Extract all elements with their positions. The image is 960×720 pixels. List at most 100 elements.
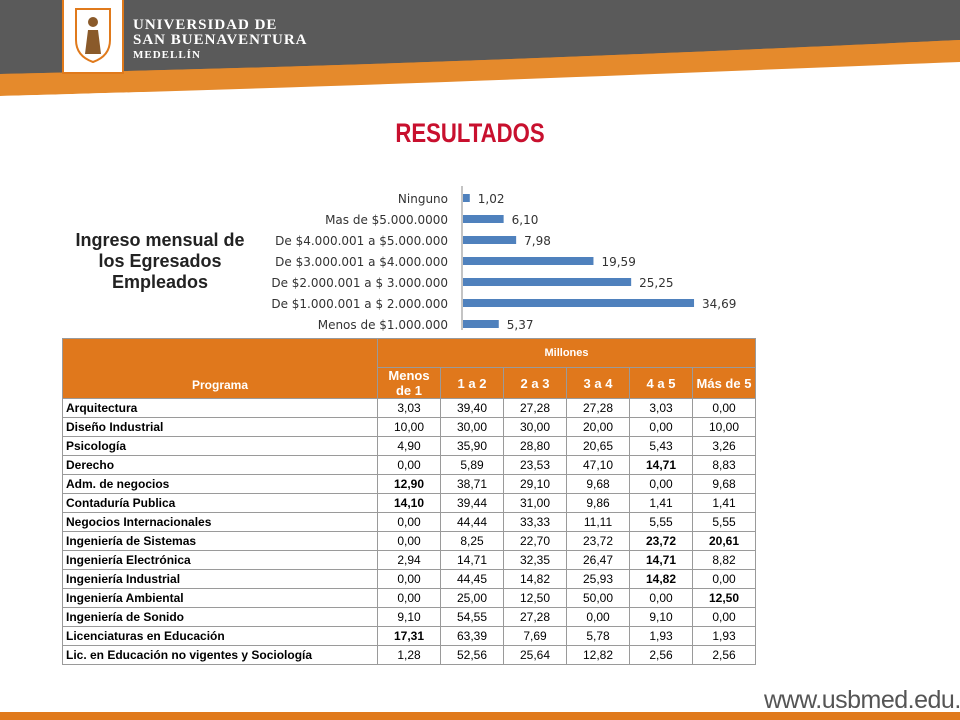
value-cell: 0,00 [566, 607, 630, 627]
value-cell: 12,90 [377, 474, 441, 494]
program-name-cell: Lic. en Educación no vigentes y Sociolog… [62, 645, 378, 665]
millones-header: Millones [377, 338, 756, 368]
program-name-cell: Contaduría Publica [62, 493, 378, 513]
value-cell: 9,10 [377, 607, 441, 627]
program-name-cell: Ingeniería Ambiental [62, 588, 378, 608]
value-cell: 63,39 [440, 626, 504, 646]
value-cell: 1,28 [377, 645, 441, 665]
value-cell: 10,00 [692, 417, 756, 437]
value-cell: 0,00 [692, 398, 756, 418]
program-header: Programa [62, 338, 378, 399]
chart-bar [463, 320, 499, 328]
value-cell: 52,56 [440, 645, 504, 665]
table-row: Arquitectura 3,03 39,40 27,28 27,28 3,03 0,00 [62, 398, 756, 418]
chart-category-label: De $3.000.001 a $4.000.000 [275, 255, 448, 269]
chart-bar [463, 278, 632, 286]
value-cell: 3,26 [692, 436, 756, 456]
value-cell: 0,00 [629, 417, 693, 437]
value-cell: 27,28 [566, 398, 630, 418]
value-cell: 22,70 [503, 531, 567, 551]
table-row: Lic. en Educación no vigentes y Sociolog… [62, 645, 756, 665]
footer-band [0, 712, 960, 720]
value-cell: 8,25 [440, 531, 504, 551]
value-cell: 23,72 [566, 531, 630, 551]
program-name-cell: Adm. de negocios [62, 474, 378, 494]
column-header: Más de 5 [692, 367, 756, 399]
chart-side-label: Ingreso mensual de los Egresados Emplead… [75, 230, 245, 292]
value-cell: 8,83 [692, 455, 756, 475]
value-cell: 25,64 [503, 645, 567, 665]
chart-value-label: 1,02 [478, 192, 505, 206]
value-cell: 39,44 [440, 493, 504, 513]
table-row: Ingeniería de Sonido 9,10 54,55 27,28 0,00 9,… [62, 607, 756, 627]
value-cell: 27,28 [503, 398, 567, 418]
website-url[interactable]: www.usbmed.edu.co [764, 686, 960, 714]
value-cell: 14,71 [629, 455, 693, 475]
value-cell: 14,82 [503, 569, 567, 589]
value-cell: 27,28 [503, 607, 567, 627]
value-cell: 1,93 [629, 626, 693, 646]
value-cell: 1,93 [692, 626, 756, 646]
value-cell: 25,00 [440, 588, 504, 608]
value-cell: 0,00 [377, 455, 441, 475]
table-row: Licenciaturas en Educación 17,31 63,39 7,69… [62, 626, 756, 646]
column-header: 2 a 3 [503, 367, 567, 399]
university-logo[interactable] [62, 0, 124, 74]
value-cell: 5,55 [692, 512, 756, 532]
value-cell: 3,03 [377, 398, 441, 418]
value-cell: 44,45 [440, 569, 504, 589]
chart-bar [463, 194, 470, 202]
value-cell: 54,55 [440, 607, 504, 627]
column-header: 3 a 4 [566, 367, 630, 399]
value-cell: 0,00 [377, 588, 441, 608]
chart-category-label: Ninguno [398, 192, 448, 206]
chart-value-label: 5,37 [507, 318, 534, 332]
value-cell: 23,72 [629, 531, 693, 551]
value-cell: 2,56 [692, 645, 756, 665]
chart-value-label: 25,25 [639, 276, 673, 290]
value-cell: 30,00 [440, 417, 504, 437]
value-cell: 20,65 [566, 436, 630, 456]
chart-bar [463, 257, 594, 265]
value-cell: 20,61 [692, 531, 756, 551]
header-swoosh [0, 0, 960, 110]
shield-icon [75, 8, 111, 64]
chart-category-label: Mas de $5.000.0000 [325, 213, 448, 227]
chart-value-label: 19,59 [601, 255, 635, 269]
value-cell: 1,41 [629, 493, 693, 513]
table-row: Negocios Internacionales 0,00 44,44 33,33 11… [62, 512, 756, 532]
value-cell: 12,50 [503, 588, 567, 608]
program-name-cell: Psicología [62, 436, 378, 456]
value-cell: 0,00 [377, 512, 441, 532]
value-cell: 38,71 [440, 474, 504, 494]
value-cell: 14,71 [440, 550, 504, 570]
table-row: Ingeniería de Sistemas 0,00 8,25 22,70 23,72… [62, 531, 756, 551]
value-cell: 39,40 [440, 398, 504, 418]
value-cell: 1,41 [692, 493, 756, 513]
value-cell: 7,69 [503, 626, 567, 646]
value-cell: 29,10 [503, 474, 567, 494]
program-name-cell: Arquitectura [62, 398, 378, 418]
value-cell: 5,89 [440, 455, 504, 475]
value-cell: 9,68 [692, 474, 756, 494]
chart-bar [463, 215, 504, 223]
value-cell: 0,00 [377, 531, 441, 551]
chart-category-label: De $1.000.001 a $ 2.000.000 [271, 297, 448, 311]
chart-value-label: 34,69 [702, 297, 736, 311]
chart-category-label: De $2.000.001 a $ 3.000.000 [271, 276, 448, 290]
value-cell: 23,53 [503, 455, 567, 475]
value-cell: 28,80 [503, 436, 567, 456]
program-name-cell: Negocios Internacionales [62, 512, 378, 532]
value-cell: 2,94 [377, 550, 441, 570]
value-cell: 4,90 [377, 436, 441, 456]
university-name-line2: SAN BUENAVENTURA [133, 32, 308, 48]
value-cell: 20,00 [566, 417, 630, 437]
program-name-cell: Ingeniería Industrial [62, 569, 378, 589]
table-row: Ingeniería Industrial 0,00 44,45 14,82 25,93… [62, 569, 756, 589]
table-row: Ingeniería Electrónica 2,94 14,71 32,35 26,4… [62, 550, 756, 570]
table-row: Derecho 0,00 5,89 23,53 47,10 14,71 8,83 [62, 455, 756, 475]
program-name-cell: Diseño Industrial [62, 417, 378, 437]
university-name-line3: MEDELLÍN [133, 49, 201, 61]
value-cell: 0,00 [377, 569, 441, 589]
